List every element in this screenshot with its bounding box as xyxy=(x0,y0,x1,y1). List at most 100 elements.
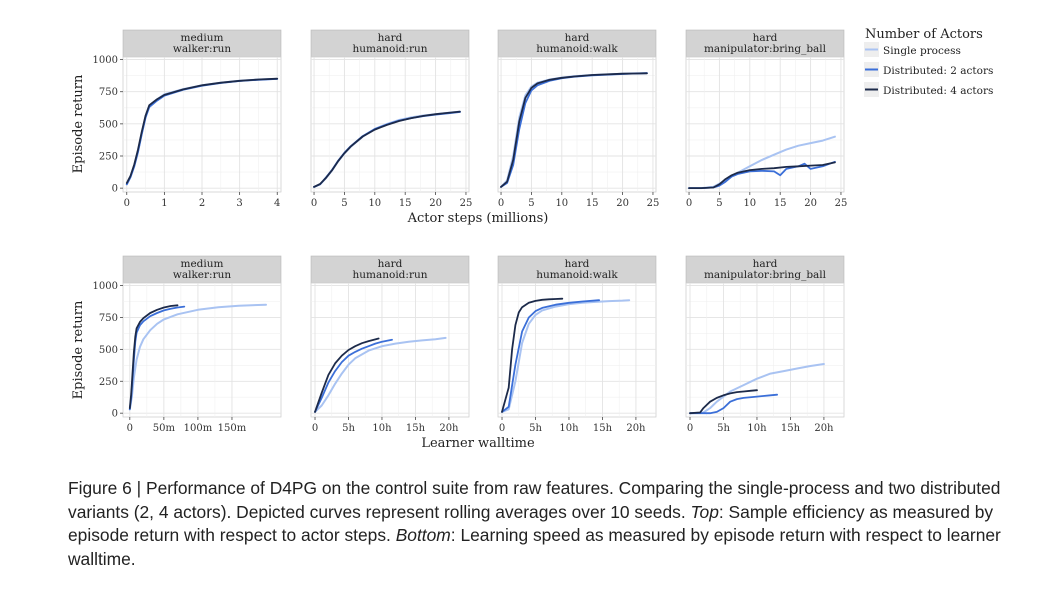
x-tick-label: 50m xyxy=(153,423,176,434)
series-line xyxy=(689,393,778,415)
x-tick-label: 20 xyxy=(804,198,817,209)
facet-strip xyxy=(310,255,470,284)
series-line xyxy=(128,304,179,410)
legend-entry-label: Single process xyxy=(883,45,961,57)
facet-strip-task: humanoid:walk xyxy=(536,43,618,55)
facet-strip xyxy=(685,255,845,284)
x-tick-label: 15h xyxy=(593,423,613,434)
facet-strip xyxy=(310,29,470,58)
x-tick-label: 0 xyxy=(687,423,693,434)
x-tick-label: 5h xyxy=(717,423,730,434)
x-tick-label: 15h xyxy=(406,423,426,434)
x-tick-label: 10 xyxy=(555,198,568,209)
legend-entry-label: Distributed: 4 actors xyxy=(883,85,993,97)
x-tick-label: 0 xyxy=(311,198,317,209)
x-tick-label: 2 xyxy=(199,198,205,209)
series-line xyxy=(313,110,461,188)
caption-bottom-text: : Learning speed as measured by episode … xyxy=(68,525,1001,569)
x-tick-label: 100m xyxy=(184,423,213,434)
x-tick-label: 10 xyxy=(743,198,756,209)
x-tick-label: 3 xyxy=(236,198,242,209)
facet-strip-difficulty: medium xyxy=(181,32,224,44)
series-line xyxy=(314,338,393,413)
x-tick-label: 150m xyxy=(218,423,247,434)
x-tick-label: 1 xyxy=(161,198,167,209)
x-tick-label: 20h xyxy=(439,423,459,434)
facet-strip-task: humanoid:run xyxy=(353,43,428,55)
series-line xyxy=(689,363,825,415)
y-tick-label: 0 xyxy=(112,409,118,420)
series-line xyxy=(501,297,564,413)
y-tick-label: 500 xyxy=(99,345,118,356)
x-tick-label: 10h xyxy=(747,423,767,434)
caption-bottom-label: Bottom xyxy=(395,525,451,545)
facet-strip-difficulty: hard xyxy=(378,32,403,44)
x-tick-label: 15 xyxy=(399,198,412,209)
series-line xyxy=(689,389,758,415)
series-line xyxy=(314,336,447,413)
x-tick-label: 5 xyxy=(341,198,347,209)
figure-caption: Figure 6 | Performance of D4PG on the co… xyxy=(68,477,1018,571)
facet-strip-task: walker:run xyxy=(173,269,232,281)
x-tick-label: 20 xyxy=(429,198,442,209)
y-tick-label: 1000 xyxy=(93,55,118,66)
x-tick-label: 15h xyxy=(781,423,801,434)
facet-strip xyxy=(122,255,282,284)
y-tick-label: 1000 xyxy=(93,281,118,292)
facet-strip-task: walker:run xyxy=(173,43,232,55)
y-tick-label: 250 xyxy=(99,152,118,163)
x-tick-label: 0 xyxy=(312,423,318,434)
x-tick-label: 20 xyxy=(616,198,629,209)
series-line xyxy=(501,299,631,413)
x-tick-label: 25 xyxy=(835,198,848,209)
caption-top-label: Top xyxy=(690,501,719,522)
plot-panel xyxy=(310,282,470,418)
plot-panel xyxy=(685,282,845,418)
y-axis-label: Episode return xyxy=(71,74,86,173)
facet-strip-difficulty: hard xyxy=(753,258,778,270)
x-tick-label: 25 xyxy=(647,198,660,209)
series-line xyxy=(128,303,267,411)
facet-strip-difficulty: medium xyxy=(181,258,224,270)
x-tick-label: 5h xyxy=(529,423,542,434)
y-tick-label: 750 xyxy=(99,313,118,324)
facet-strip-task: manipulator:bring_ball xyxy=(704,269,827,281)
x-tick-label: 15 xyxy=(774,198,787,209)
x-tick-label: 15 xyxy=(586,198,599,209)
facet-strip-task: humanoid:run xyxy=(353,269,428,281)
x-tick-label: 10h xyxy=(372,423,392,434)
facet-strip xyxy=(685,29,845,58)
facet-strip xyxy=(122,29,282,58)
series-line xyxy=(125,77,279,184)
x-tick-label: 4 xyxy=(274,198,280,209)
x-tick-label: 25 xyxy=(460,198,473,209)
y-tick-label: 0 xyxy=(112,184,118,195)
x-tick-label: 5 xyxy=(716,198,722,209)
facet-strip-task: manipulator:bring_ball xyxy=(704,43,827,55)
facet-strip-task: humanoid:walk xyxy=(536,269,618,281)
x-tick-label: 20h xyxy=(626,423,646,434)
series-line xyxy=(501,299,600,413)
x-tick-label: 5h xyxy=(342,423,355,434)
series-line xyxy=(500,72,648,188)
facet-strip-difficulty: hard xyxy=(378,258,403,270)
x-tick-label: 0 xyxy=(499,423,505,434)
x-tick-label: 0 xyxy=(124,198,130,209)
x-tick-label: 0 xyxy=(686,198,692,209)
x-tick-label: 10h xyxy=(559,423,579,434)
facet-strip-difficulty: hard xyxy=(753,32,778,44)
series-line xyxy=(688,161,836,190)
y-tick-label: 250 xyxy=(99,377,118,388)
x-axis-label: Learner walltime xyxy=(421,436,535,451)
x-tick-label: 0 xyxy=(127,423,133,434)
y-axis-label: Episode return xyxy=(71,300,86,399)
caption-label: Figure 6 | Performance of D4PG on the co… xyxy=(68,478,1001,522)
facet-strip xyxy=(497,255,657,284)
x-axis-label: Actor steps (millions) xyxy=(407,211,549,226)
legend-title: Number of Actors xyxy=(865,27,983,42)
y-tick-label: 500 xyxy=(99,119,118,130)
series-line xyxy=(314,337,380,413)
x-tick-label: 20h xyxy=(814,423,834,434)
y-tick-label: 750 xyxy=(99,87,118,98)
caption-top-text: : Sample efficiency as measured by episo… xyxy=(68,501,994,546)
